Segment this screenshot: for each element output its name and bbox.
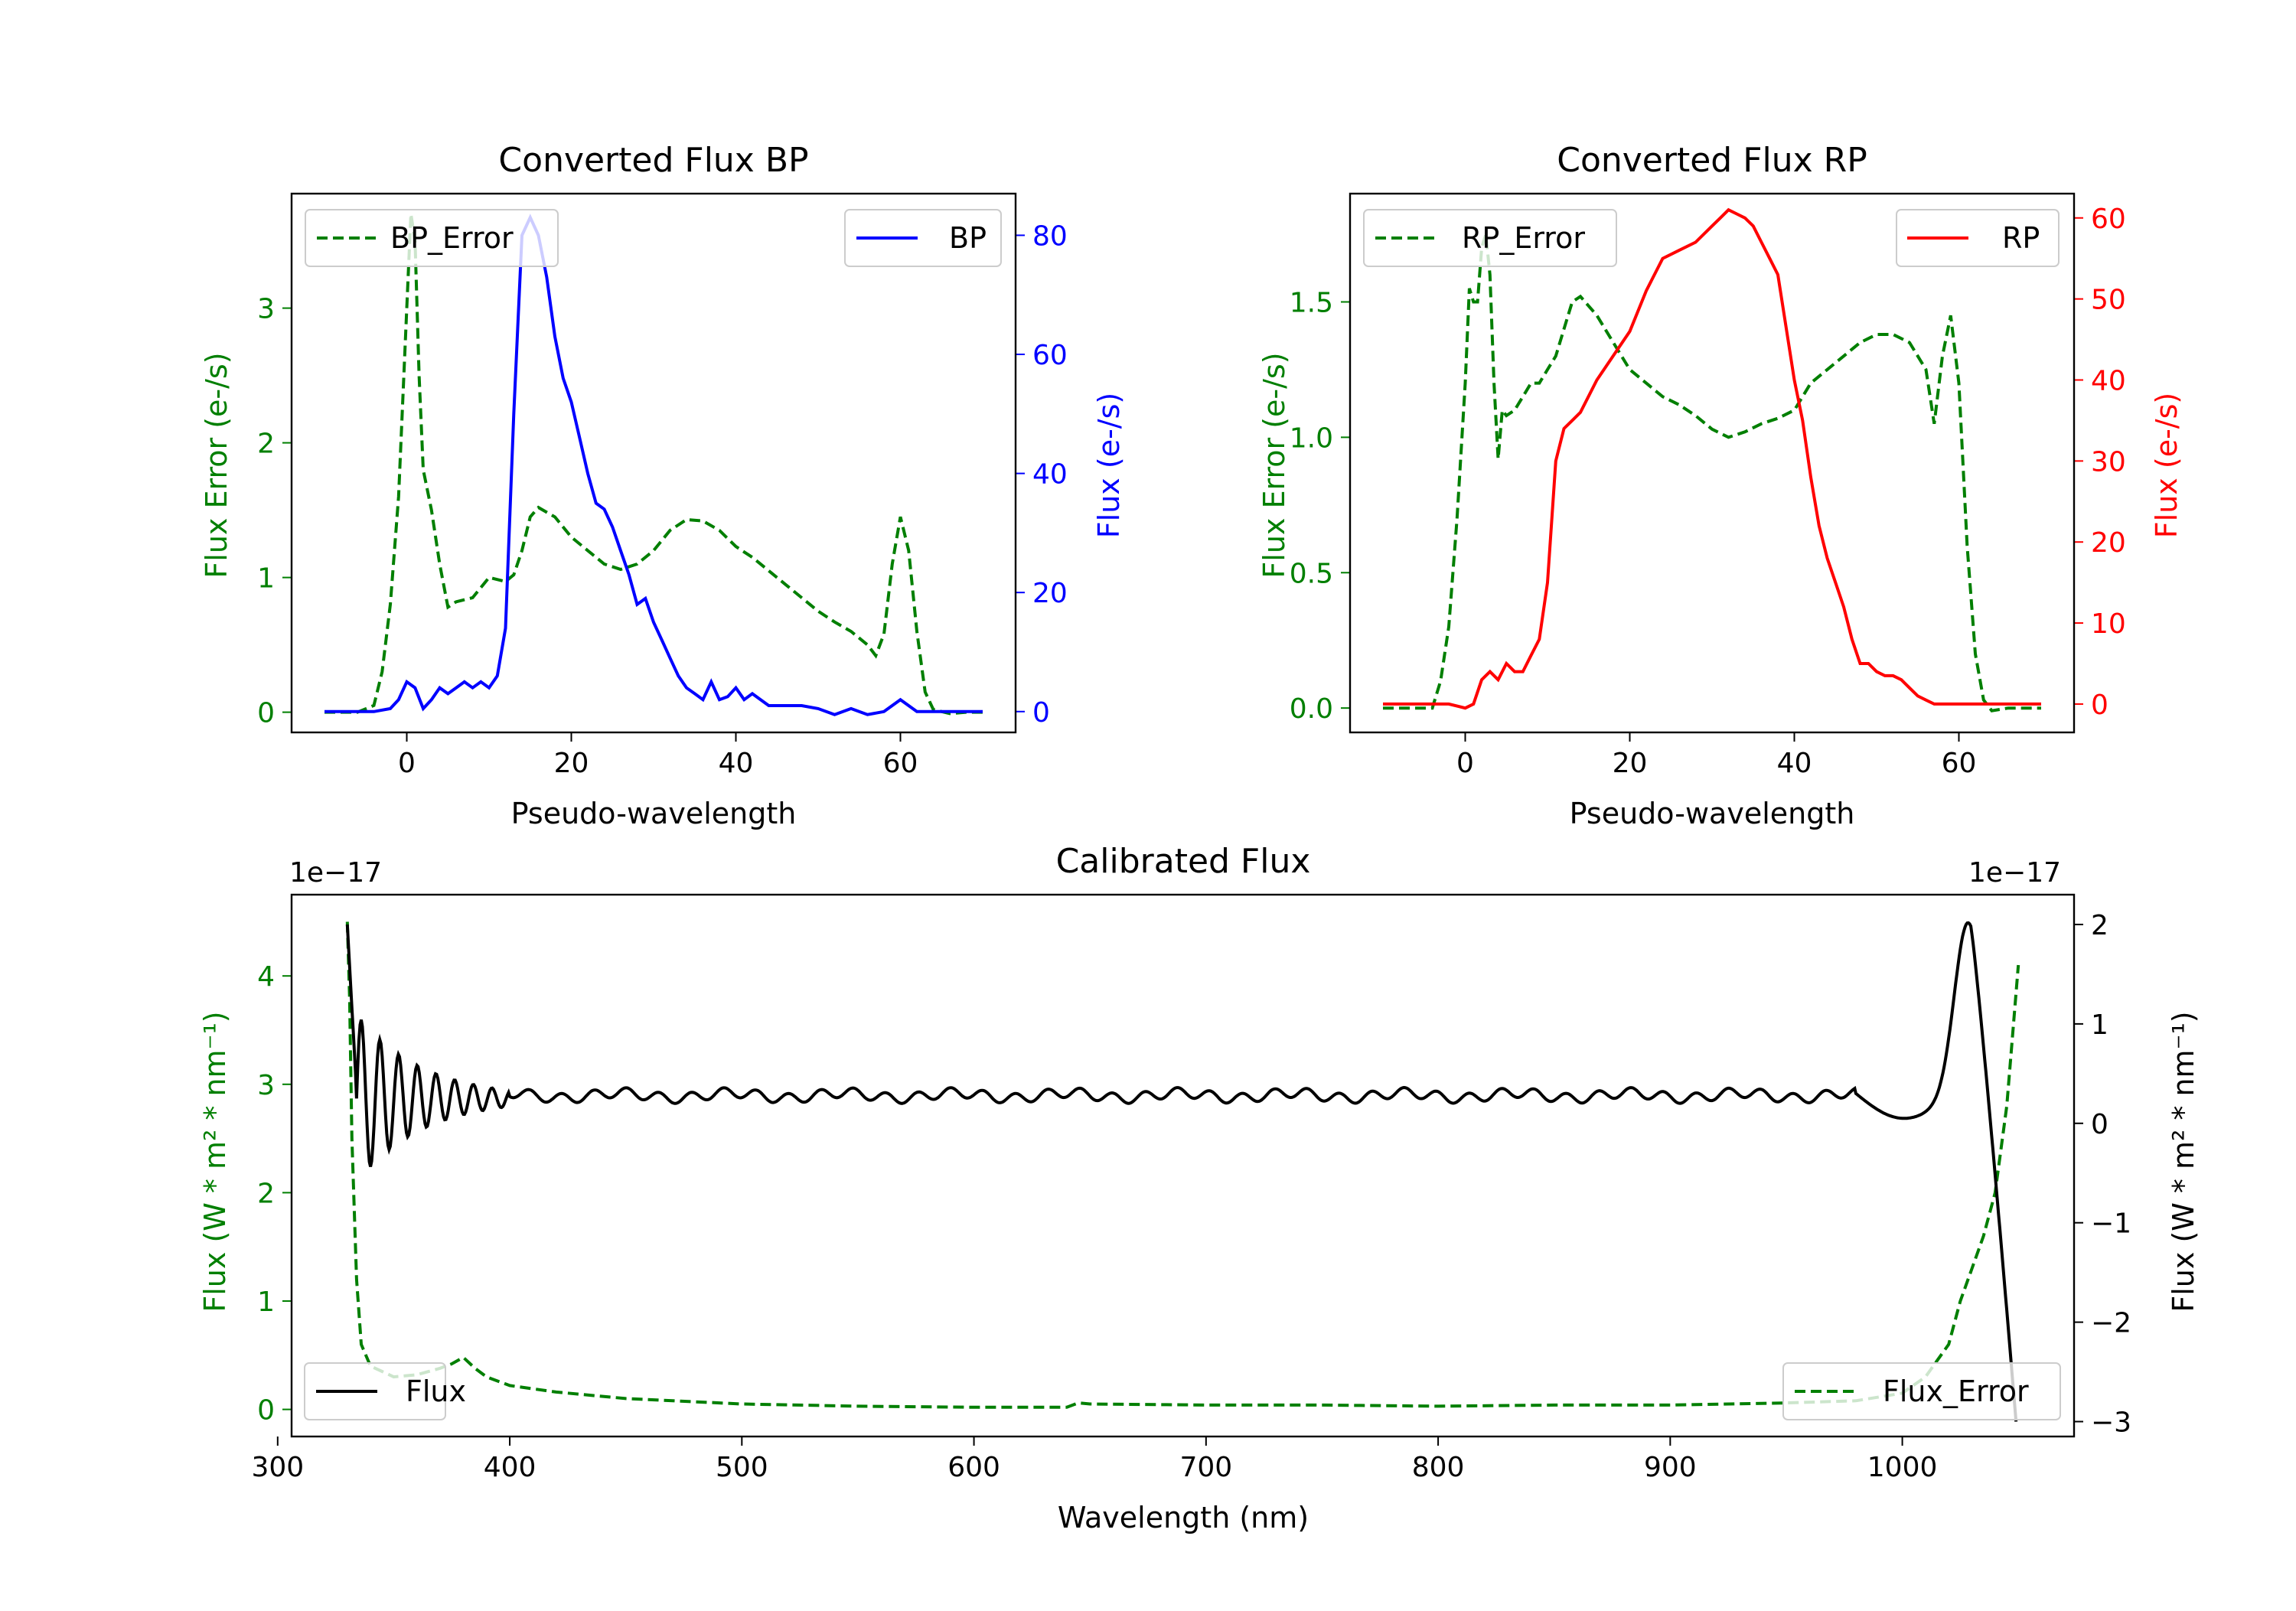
cal-ytick-left-label: 4	[257, 961, 275, 993]
rp-ylabel-left: Flux Error (e-/s)	[1257, 352, 1291, 578]
bp-error-line	[325, 214, 983, 716]
rp-xtick-label: 60	[1942, 748, 1977, 779]
cal-ytick-right-label: 0	[2091, 1109, 2108, 1140]
bp-ytick-left-label: 1	[257, 563, 275, 595]
cal-ytick-right-label: 1	[2091, 1009, 2108, 1041]
rp-ticks: 0 20 40 60 0.0 0.5 1.0 1.5 0 10 20 30 40 50 60	[1290, 204, 2126, 779]
rp-legend-left-label: RP_Error	[1462, 221, 1585, 255]
bp-legend-left-box	[305, 209, 559, 267]
rp-panel: Converted Flux RP Pseudo-wavelength Flux…	[1257, 141, 2183, 830]
cal-error-line	[345, 921, 2020, 1409]
rp-ytick-right-label: 10	[2091, 608, 2126, 640]
rp-flux-line	[1383, 207, 2041, 710]
rp-legend-right: RP	[1896, 209, 2060, 267]
cal-offset-left: 1e−17	[289, 857, 382, 889]
bp-ytick-left-label: 2	[257, 429, 275, 460]
bp-ytick-right-label: 40	[1032, 459, 1068, 491]
rp-legend-left: RP_Error	[1363, 209, 1617, 267]
rp-ytick-right-label: 60	[2091, 204, 2126, 235]
rp-xtick-label: 20	[1613, 748, 1648, 779]
rp-error-line	[1383, 233, 2041, 713]
bp-ytick-right-label: 60	[1032, 340, 1068, 371]
cal-xtick-label: 300	[251, 1452, 304, 1483]
rp-ytick-right-label: 40	[2091, 365, 2126, 396]
cal-ylabel-left: Flux (W * m² * nm⁻¹)	[198, 1011, 232, 1312]
rp-ytick-right-label: 0	[2091, 690, 2108, 721]
bp-ytick-left-label: 0	[257, 698, 275, 729]
rp-legend-right-box	[1896, 209, 2060, 267]
bp-legend-right: BP	[844, 209, 1002, 267]
bp-ytick-right-label: 80	[1032, 220, 1068, 252]
cal-xtick-label: 1000	[1867, 1452, 1938, 1483]
bp-ylabel-left: Flux Error (e-/s)	[200, 352, 233, 578]
rp-ytick-left-label: 1.5	[1290, 288, 1333, 319]
bp-flux-line	[325, 214, 983, 716]
rp-xtick-label: 0	[1456, 748, 1474, 779]
cal-legend-right-box	[1782, 1362, 2061, 1420]
cal-ylabel-right: Flux (W * m² * nm⁻¹)	[2167, 1011, 2200, 1312]
cal-legend-left-label: Flux	[406, 1375, 466, 1408]
rp-ytick-left-label: 1.0	[1290, 422, 1333, 454]
cal-xtick-label: 400	[484, 1452, 536, 1483]
cal-xlabel: Wavelength (nm)	[1058, 1501, 1309, 1534]
bp-title: Converted Flux BP	[498, 141, 808, 180]
bp-panel: Converted Flux BP Pseudo-wavelength Flux…	[200, 141, 1126, 830]
bp-ytick-right-label: 0	[1032, 697, 1050, 729]
rp-xtick-label: 40	[1777, 748, 1812, 779]
bp-xtick-label: 60	[883, 748, 918, 779]
cal-ytick-right-label: −1	[2091, 1208, 2131, 1240]
rp-axes-frame	[1349, 192, 2076, 734]
cal-legend-right-label: Flux_Error	[1883, 1375, 2029, 1408]
rp-ytick-right-label: 20	[2091, 527, 2126, 559]
cal-flux-line	[345, 921, 2018, 1422]
rp-ytick-right-label: 30	[2091, 446, 2126, 478]
bp-legend-right-label: BP	[949, 221, 987, 255]
bp-legend-left-label: BP_Error	[390, 221, 514, 255]
cal-axes-frame	[290, 893, 2076, 1438]
rp-legend-left-box	[1363, 209, 1617, 267]
rp-ylabel-right: Flux (e-/s)	[2150, 393, 2183, 538]
rp-ytick-right-label: 50	[2091, 285, 2126, 316]
cal-ytick-left-label: 1	[257, 1287, 275, 1318]
bp-ytick-right-label: 20	[1032, 578, 1068, 609]
bp-xtick-label: 20	[554, 748, 589, 779]
cal-ytick-left-label: 0	[257, 1395, 275, 1427]
cal-offset-right: 1e−17	[1968, 857, 2061, 889]
bp-ytick-left-label: 3	[257, 294, 275, 325]
cal-xtick-label: 700	[1179, 1452, 1232, 1483]
cal-xtick-label: 600	[947, 1452, 1000, 1483]
bp-xlabel: Pseudo-wavelength	[511, 797, 797, 830]
cal-title: Calibrated Flux	[1056, 842, 1311, 881]
rp-title: Converted Flux RP	[1557, 141, 1867, 180]
bp-legend-left: BP_Error	[305, 209, 559, 267]
rp-ytick-left-label: 0.0	[1290, 693, 1333, 725]
cal-ytick-left-label: 2	[257, 1178, 275, 1209]
cal-ticks: 300 400 500 600 700 800 900 1000 0 1 2 3 4 −3 −2 −1 0 1 2	[251, 910, 2131, 1483]
cal-xtick-label: 500	[716, 1452, 768, 1483]
calibrated-panel: Calibrated Flux 1e−17 1e−17 Wavelength (…	[198, 842, 2200, 1534]
cal-ytick-right-label: −2	[2091, 1308, 2131, 1339]
bp-axes-frame	[290, 192, 1017, 734]
bp-legend-right-box	[844, 209, 1002, 267]
cal-ytick-left-label: 3	[257, 1070, 275, 1101]
cal-xtick-label: 900	[1644, 1452, 1697, 1483]
cal-legend-left: Flux	[304, 1362, 466, 1420]
cal-ytick-right-label: −3	[2091, 1407, 2131, 1439]
cal-ytick-right-label: 2	[2091, 910, 2108, 941]
bp-ylabel-right: Flux (e-/s)	[1092, 393, 1126, 538]
cal-xtick-label: 800	[1412, 1452, 1465, 1483]
bp-ticks: 0 20 40 60 0 1 2 3 0 20 40 60 80	[257, 220, 1068, 779]
cal-legend-right: Flux_Error	[1782, 1362, 2061, 1420]
bp-xtick-label: 0	[398, 748, 416, 779]
bp-xtick-label: 40	[719, 748, 754, 779]
rp-legend-right-label: RP	[2002, 221, 2040, 255]
rp-xlabel: Pseudo-wavelength	[1570, 797, 1855, 830]
rp-ytick-left-label: 0.5	[1290, 558, 1333, 589]
